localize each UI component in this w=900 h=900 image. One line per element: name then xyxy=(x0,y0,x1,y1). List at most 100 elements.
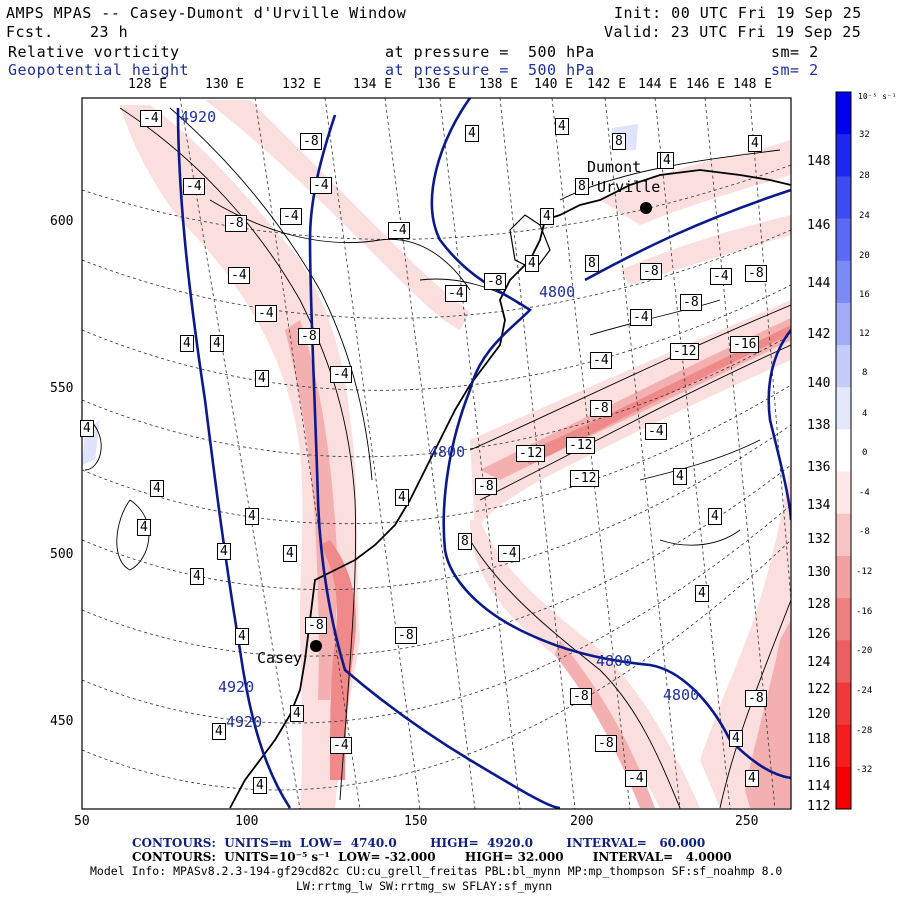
vorticity-contour-label: 4 xyxy=(210,335,224,352)
lat-label: 146 xyxy=(807,218,831,233)
vorticity-contour-label: 4 xyxy=(748,135,762,152)
vorticity-contour-label: -4 xyxy=(445,285,467,302)
x-tick: 50 xyxy=(74,814,90,829)
vorticity-contour-label: 4 xyxy=(235,628,249,645)
vorticity-contour-label: 8 xyxy=(585,255,599,272)
lat-label: 144 xyxy=(807,276,831,291)
vorticity-contour-label: -12 xyxy=(516,445,546,462)
vorticity-contour-label: -4 xyxy=(255,305,277,322)
vorticity-contour-label: -8 xyxy=(745,690,767,707)
lon-label: 148 E xyxy=(733,77,773,92)
lat-label: 120 xyxy=(807,707,831,722)
vorticity-contour-label: -12 xyxy=(570,470,600,487)
forecast-value: 23 h xyxy=(90,23,129,41)
lon-label: 136 E xyxy=(417,77,457,92)
coastline-ice xyxy=(509,214,551,271)
colorbar-label: -8 xyxy=(859,527,870,537)
y-tick: 550 xyxy=(50,381,74,396)
lat-label: 132 xyxy=(807,532,831,547)
valid-time: Valid: 23 UTC Fri 19 Sep 25 xyxy=(604,23,862,41)
vorticity-contour-label: -4 xyxy=(388,222,410,239)
footer-model-info: Model Info: MPASv8.2.3-194-gf29cd82c CU:… xyxy=(90,864,783,878)
height-label: 4920 xyxy=(226,713,263,731)
x-tick: 200 xyxy=(570,814,594,829)
colorbar-label: 32 xyxy=(859,130,870,140)
vorticity-contour-label: -8 xyxy=(640,263,662,280)
vorticity-contour-label: -4 xyxy=(183,178,205,195)
vorticity-contour-label: 4 xyxy=(290,705,304,722)
colorbar-swatch xyxy=(836,640,851,683)
station-name-casey: Casey xyxy=(257,649,303,667)
lon-label: 144 E xyxy=(638,77,678,92)
vorticity-contour-label: 4 xyxy=(217,543,231,560)
vorticity-contour-label: -4 xyxy=(280,208,302,225)
vorticity-contour-label: 4 xyxy=(695,585,709,602)
vorticity-contour-label: -4 xyxy=(645,423,667,440)
colorbar-unit: 10⁻⁵ s⁻¹ xyxy=(858,92,897,101)
vorticity-contour-label: -4 xyxy=(310,177,332,194)
vorticity-contour-label: 4 xyxy=(660,152,674,169)
vorticity-contour-label: 4 xyxy=(673,468,687,485)
colorbar-label: -12 xyxy=(856,567,873,577)
vorticity-contour-label: -4 xyxy=(590,352,612,369)
vorticity-contour-label: -8 xyxy=(300,133,322,150)
colorbar-swatch xyxy=(836,260,851,304)
vorticity-contour-label: 8 xyxy=(575,178,589,195)
vorticity-contour-label: 4 xyxy=(525,255,539,272)
lon-label: 130 E xyxy=(205,77,245,92)
colorbar-swatch xyxy=(836,134,851,177)
vorticity-contour-label: -4 xyxy=(625,770,647,787)
colorbar-label: 24 xyxy=(859,211,870,221)
vorticity-contour-label: -4 xyxy=(710,268,732,285)
vorticity-contour-label: -8 xyxy=(570,688,592,705)
lat-label: 114 xyxy=(807,779,831,794)
vorticity-contour-label: -4 xyxy=(140,110,162,127)
colorbar-label: 4 xyxy=(862,409,868,419)
x-tick: 250 xyxy=(735,814,759,829)
height-label: 4920 xyxy=(180,108,217,126)
lon-label: 138 E xyxy=(479,77,519,92)
vorticity-contour-label: -12 xyxy=(566,437,596,454)
map-frame xyxy=(81,97,792,810)
x-tick: 150 xyxy=(404,814,428,829)
lon-label: 134 E xyxy=(353,77,393,92)
height-label: 4800 xyxy=(429,443,466,461)
lat-label: 130 xyxy=(807,565,831,580)
vorticity-contour-label: 4 xyxy=(253,777,267,794)
colorbar-label: 20 xyxy=(859,251,870,261)
vorticity-contour-label: -8 xyxy=(484,273,506,290)
colorbar-swatch xyxy=(836,471,851,515)
init-time: Init: 00 UTC Fri 19 Sep 25 xyxy=(614,4,862,22)
vorticity-contour-label: -8 xyxy=(595,735,617,752)
plot-title: AMPS MPAS -- Casey-Dumont d'Urville Wind… xyxy=(6,4,407,22)
vorticity-contour-label: 4 xyxy=(150,480,164,497)
colorbar-label: 8 xyxy=(862,368,868,378)
vorticity-contour-label: 8 xyxy=(612,133,626,150)
lon-label: 146 E xyxy=(686,77,726,92)
vorticity-contour-label: 4 xyxy=(745,770,759,787)
vorticity-contour-label: 4 xyxy=(190,568,204,585)
vorticity-contour-label: -8 xyxy=(225,215,247,232)
colorbar-swatch xyxy=(836,429,851,473)
lat-label: 112 xyxy=(807,799,831,814)
vorticity-contour-label: 8 xyxy=(458,533,472,550)
field1-level: at pressure = 500 hPa xyxy=(385,43,595,61)
vorticity-contour-label: -8 xyxy=(745,265,767,282)
vorticity-contour-label: -4 xyxy=(330,737,352,754)
lat-label: 128 xyxy=(807,597,831,612)
vorticity-contour-label: -8 xyxy=(680,294,702,311)
colorbar-swatch xyxy=(836,387,851,430)
vorticity-contour-label: 4 xyxy=(255,370,269,387)
colorbar-swatch xyxy=(836,345,851,388)
footer-height-contours: CONTOURS: UNITS=m LOW= 4740.0 HIGH= 4920… xyxy=(132,836,706,850)
colorbar-swatch xyxy=(836,766,851,810)
footer-vorticity-contours: CONTOURS: UNITS=10⁻⁵ s⁻¹ LOW= -32.000 HI… xyxy=(132,850,732,864)
colorbar-label: -32 xyxy=(856,765,873,775)
y-tick: 600 xyxy=(50,214,74,229)
colorbar-swatch xyxy=(836,92,851,135)
vorticity-contour-label: -8 xyxy=(305,617,327,634)
vorticity-contour-label: 4 xyxy=(137,519,151,536)
height-label: 4800 xyxy=(539,283,576,301)
lat-label: 148 xyxy=(807,154,831,169)
